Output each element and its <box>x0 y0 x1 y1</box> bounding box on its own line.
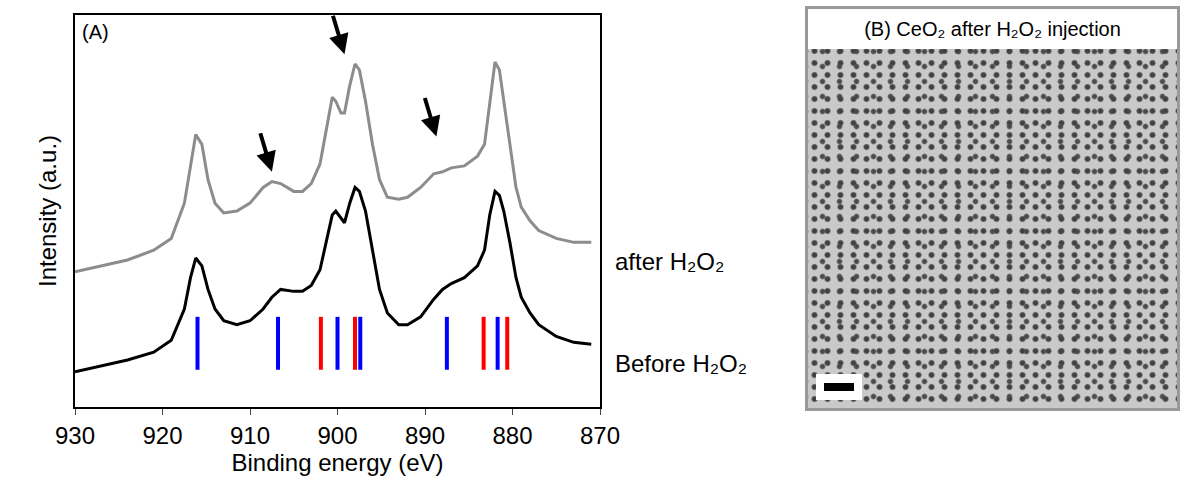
svg-text:after H₂O₂: after H₂O₂ <box>615 248 724 275</box>
svg-text:Before H₂O₂: Before H₂O₂ <box>615 350 747 377</box>
svg-text:Intensity (a.u.): Intensity (a.u.) <box>34 135 61 287</box>
svg-text:(A): (A) <box>82 21 109 43</box>
svg-text:870: 870 <box>580 422 620 449</box>
svg-text:900: 900 <box>317 422 357 449</box>
html-text:(B) CeO₂ after H₂O₂ injection: (B) CeO₂ after H₂O₂ injection <box>864 18 1121 40</box>
svg-text:880: 880 <box>492 422 532 449</box>
svg-text:890: 890 <box>405 422 445 449</box>
svg-text:930: 930 <box>55 422 95 449</box>
svg-text:Binding energy (eV): Binding energy (eV) <box>231 449 443 476</box>
svg-text:910: 910 <box>230 422 270 449</box>
svg-text:920: 920 <box>142 422 182 449</box>
